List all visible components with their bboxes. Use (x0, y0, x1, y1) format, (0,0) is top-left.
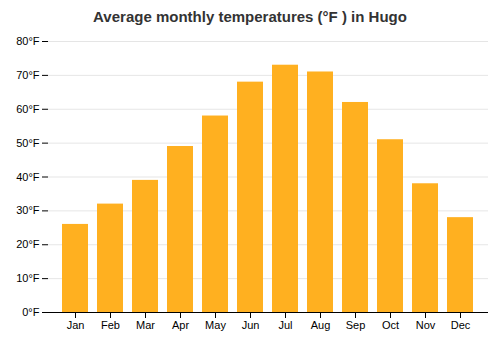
svg-text:60°F: 60°F (16, 103, 40, 115)
svg-text:May: May (205, 319, 226, 331)
svg-text:Jul: Jul (278, 319, 292, 331)
svg-text:70°F: 70°F (16, 69, 40, 81)
html-text:Average monthly temperatures (: Average monthly temperatures (°F ) in Hu… (93, 8, 407, 25)
svg-text:10°F: 10°F (16, 272, 40, 284)
svg-text:30°F: 30°F (16, 204, 40, 216)
svg-text:40°F: 40°F (16, 171, 40, 183)
svg-text:50°F: 50°F (16, 137, 40, 149)
svg-text:Aug: Aug (311, 319, 331, 331)
svg-text:Feb: Feb (101, 319, 120, 331)
svg-text:Jan: Jan (67, 319, 85, 331)
svg-text:Sep: Sep (346, 319, 366, 331)
svg-text:80°F: 80°F (16, 35, 40, 47)
svg-text:Dec: Dec (451, 319, 471, 331)
svg-text:Oct: Oct (382, 319, 399, 331)
svg-text:Nov: Nov (416, 319, 436, 331)
svg-text:Mar: Mar (136, 319, 155, 331)
svg-text:20°F: 20°F (16, 238, 40, 250)
svg-text:Jun: Jun (242, 319, 260, 331)
svg-text:Apr: Apr (172, 319, 189, 331)
svg-text:0°F: 0°F (22, 306, 40, 318)
